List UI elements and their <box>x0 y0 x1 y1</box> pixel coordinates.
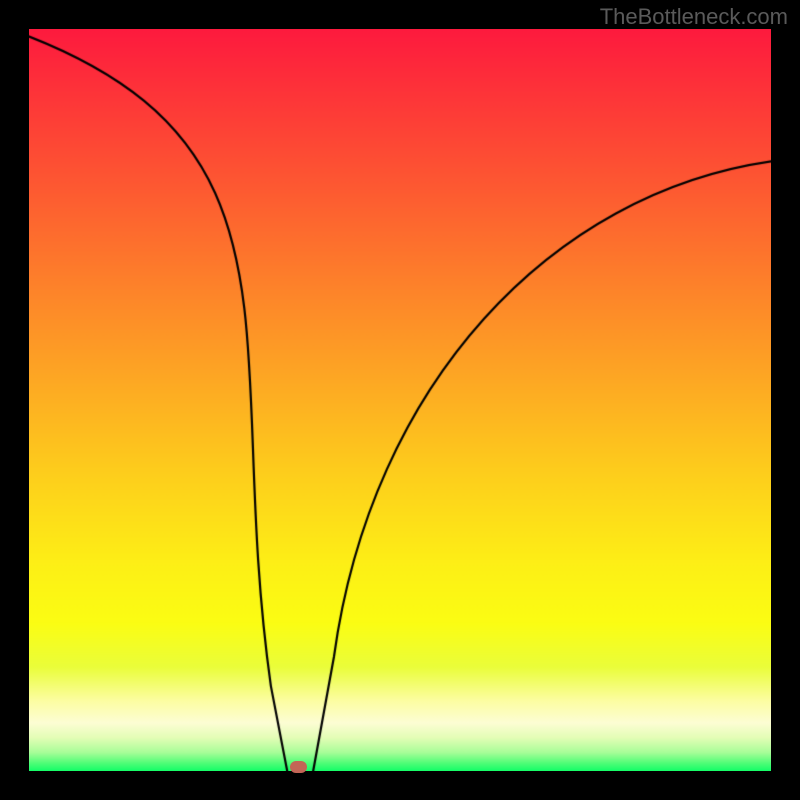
chart-container: TheBottleneck.com <box>0 0 800 800</box>
plot-area <box>29 29 771 771</box>
watermark-text: TheBottleneck.com <box>600 4 788 30</box>
optimum-marker <box>290 761 307 773</box>
bottleneck-curve <box>29 29 771 771</box>
